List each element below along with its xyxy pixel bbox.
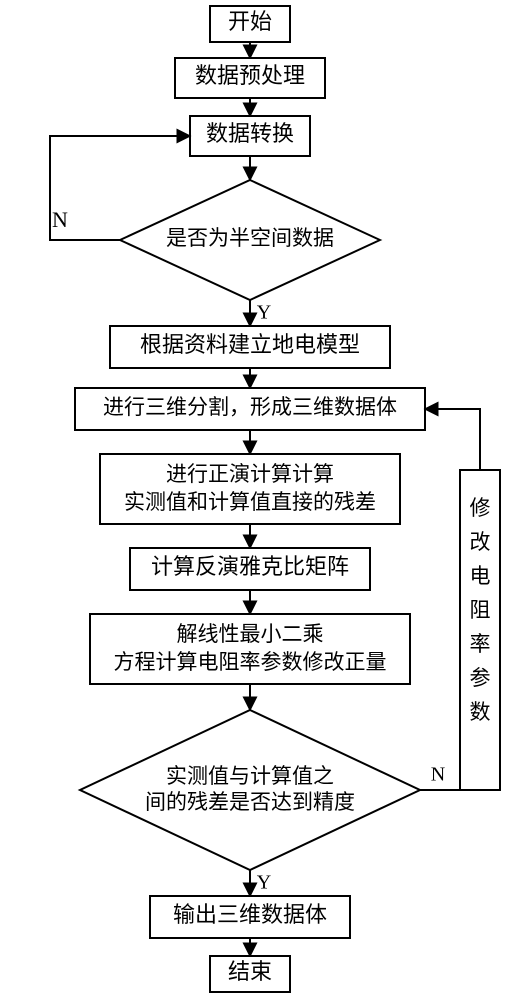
label-residual-yes: Y — [257, 872, 271, 894]
node-modify-c4: 阻 — [470, 598, 491, 622]
node-residual-line1: 实测值与计算值之 — [166, 764, 334, 788]
node-output-label: 输出三维数据体 — [173, 902, 327, 927]
node-lsq-line1: 解线性最小二乘 — [177, 622, 324, 646]
node-modify-c7: 数 — [470, 700, 491, 724]
label-halfspace-no: N — [52, 207, 68, 232]
node-residual-line2: 间的残差是否达到精度 — [145, 790, 355, 814]
node-modify-c2: 改 — [470, 530, 491, 554]
node-modify-c6: 参 — [470, 666, 491, 690]
node-convert-label: 数据转换 — [206, 121, 294, 146]
node-preprocess-label: 数据预处理 — [195, 63, 305, 88]
node-model-label: 根据资料建立地电模型 — [140, 332, 360, 357]
node-forward-line1: 进行正演计算计算 — [166, 462, 334, 486]
node-halfspace-label: 是否为半空间数据 — [166, 226, 334, 250]
node-split3d-label: 进行三维分割，形成三维数据体 — [103, 395, 397, 419]
node-jacobian-label: 计算反演雅克比矩阵 — [151, 554, 349, 579]
label-residual-no: N — [431, 764, 445, 786]
node-lsq-line2: 方程计算电阻率参数修改正量 — [114, 650, 387, 674]
node-start-label: 开始 — [228, 9, 272, 34]
node-modify-c5: 率 — [470, 632, 491, 656]
node-modify-c1: 修 — [470, 496, 491, 520]
node-end-label: 结束 — [228, 959, 272, 984]
edge-modify-split3d — [425, 409, 480, 470]
flowchart: 开始 数据预处理 数据转换 是否为半空间数据 N Y 根据资料建立地电模型 进行… — [0, 0, 529, 1000]
node-modify-c3: 电 — [470, 564, 491, 588]
node-forward-line2: 实测值和计算值直接的残差 — [124, 490, 376, 514]
label-halfspace-yes: Y — [257, 302, 271, 324]
